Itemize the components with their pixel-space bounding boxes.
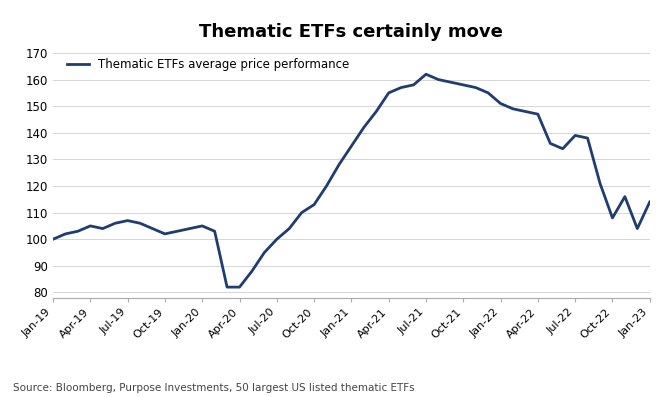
Thematic ETFs average price performance: [111, 221, 119, 225]
Thematic ETFs average price performance: [261, 250, 269, 255]
Thematic ETFs average price performance: [136, 221, 144, 225]
Thematic ETFs average price performance: [633, 226, 641, 231]
Thematic ETFs average price performance: [186, 226, 194, 231]
Thematic ETFs average price performance: [583, 136, 591, 141]
Thematic ETFs average price performance: [174, 229, 182, 233]
Thematic ETFs average price performance: [434, 77, 442, 82]
Thematic ETFs average price performance: [509, 106, 517, 111]
Thematic ETFs average price performance: [198, 224, 206, 228]
Thematic ETFs average price performance: [373, 109, 381, 114]
Thematic ETFs average price performance: [385, 91, 392, 95]
Text: Source: Bloomberg, Purpose Investments, 50 largest US listed thematic ETFs: Source: Bloomberg, Purpose Investments, …: [13, 383, 415, 393]
Thematic ETFs average price performance: [149, 226, 156, 231]
Thematic ETFs average price performance: [298, 210, 306, 215]
Thematic ETFs average price performance: [360, 125, 368, 130]
Thematic ETFs average price performance: [422, 72, 430, 77]
Thematic ETFs average price performance: [609, 216, 617, 220]
Thematic ETFs average price performance: [99, 226, 107, 231]
Thematic ETFs average price performance: [534, 112, 542, 117]
Thematic ETFs average price performance: [49, 237, 57, 242]
Thematic ETFs average price performance: [546, 141, 554, 146]
Thematic ETFs average price performance: [472, 85, 480, 90]
Thematic ETFs average price performance: [447, 80, 455, 85]
Thematic ETFs average price performance: [459, 83, 467, 87]
Thematic ETFs average price performance: [62, 231, 70, 236]
Thematic ETFs average price performance: [559, 146, 567, 151]
Thematic ETFs average price performance: [397, 85, 405, 90]
Thematic ETFs average price performance: [347, 144, 355, 148]
Thematic ETFs average price performance: [235, 285, 243, 289]
Thematic ETFs average price performance: [484, 91, 492, 95]
Thematic ETFs average price performance: [285, 226, 293, 231]
Thematic ETFs average price performance: [248, 269, 256, 274]
Thematic ETFs average price performance: [646, 200, 654, 204]
Thematic ETFs average price performance: [497, 101, 505, 106]
Thematic ETFs average price performance: [323, 184, 331, 189]
Thematic ETFs average price performance: [335, 162, 343, 167]
Thematic ETFs average price performance: [410, 83, 418, 87]
Thematic ETFs average price performance: [161, 231, 169, 236]
Line: Thematic ETFs average price performance: Thematic ETFs average price performance: [53, 74, 650, 287]
Thematic ETFs average price performance: [572, 133, 579, 138]
Thematic ETFs average price performance: [123, 218, 131, 223]
Thematic ETFs average price performance: [86, 224, 94, 228]
Thematic ETFs average price performance: [273, 237, 281, 242]
Thematic ETFs average price performance: [522, 109, 530, 114]
Thematic ETFs average price performance: [310, 202, 318, 207]
Thematic ETFs average price performance: [74, 229, 82, 233]
Title: Thematic ETFs certainly move: Thematic ETFs certainly move: [200, 23, 503, 40]
Thematic ETFs average price performance: [223, 285, 231, 289]
Thematic ETFs average price performance: [211, 229, 219, 233]
Legend: Thematic ETFs average price performance: Thematic ETFs average price performance: [65, 56, 351, 74]
Thematic ETFs average price performance: [596, 181, 604, 186]
Thematic ETFs average price performance: [621, 194, 629, 199]
